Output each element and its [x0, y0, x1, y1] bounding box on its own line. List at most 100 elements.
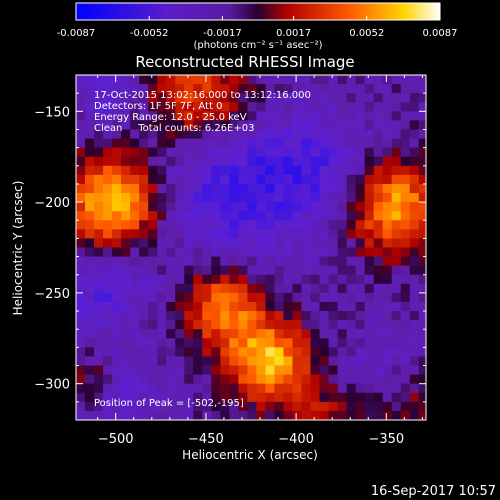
heatmap-cell — [373, 392, 384, 403]
heatmap-cell — [121, 347, 131, 358]
heatmap-cell — [337, 111, 348, 121]
heatmap-cell — [292, 247, 303, 258]
heatmap-cell — [337, 410, 348, 420]
heatmap-cell — [328, 165, 339, 176]
heatmap-cell — [400, 174, 411, 185]
heatmap-cell — [337, 274, 348, 285]
heatmap-cell — [94, 338, 104, 348]
heatmap-cell — [337, 220, 348, 230]
heatmap-cell — [121, 165, 131, 176]
heatmap-cell — [112, 274, 122, 285]
heatmap-cell — [355, 347, 366, 358]
heatmap-cell — [229, 156, 239, 167]
heatmap-cell — [328, 220, 339, 230]
heatmap-cell — [328, 383, 339, 394]
heatmap-cell — [310, 165, 321, 176]
heatmap-cell — [238, 401, 248, 412]
heatmap-cell — [292, 93, 303, 103]
heatmap-cell — [220, 220, 230, 230]
heatmap-cell — [310, 174, 321, 185]
heatmap-cell — [256, 347, 267, 358]
heatmap-cell — [85, 320, 95, 330]
heatmap-cell — [373, 410, 384, 420]
heatmap-cell — [256, 229, 267, 240]
heatmap-cell — [166, 111, 176, 121]
heatmap-cell — [283, 147, 294, 158]
heatmap-cell — [337, 174, 348, 185]
heatmap-cell — [409, 75, 420, 85]
heatmap-cell — [283, 138, 294, 149]
heatmap-cell — [211, 410, 221, 420]
heatmap-cell — [112, 156, 122, 167]
heatmap-cell — [391, 211, 402, 221]
heatmap-cell — [400, 211, 411, 221]
heatmap-cell — [220, 75, 230, 85]
heatmap-cell — [373, 365, 384, 376]
heatmap-cell — [292, 138, 303, 149]
heatmap-cell — [346, 183, 357, 194]
heatmap-cell — [373, 311, 384, 321]
heatmap-cell — [85, 138, 95, 149]
heatmap-cell — [382, 356, 393, 367]
heatmap-cell — [247, 211, 258, 221]
heatmap-cell — [202, 229, 212, 240]
heatmap-cell — [265, 229, 276, 240]
heatmap-cell — [247, 356, 258, 367]
heatmap-cell — [391, 383, 402, 394]
y-tick-label: −300 — [34, 378, 70, 393]
heatmap-cell — [148, 147, 158, 158]
heatmap-cell — [301, 356, 312, 367]
heatmap-cell — [346, 84, 357, 94]
heatmap-cell — [391, 183, 402, 194]
heatmap-cell — [274, 75, 285, 85]
heatmap-cell — [409, 193, 420, 203]
heatmap-cell — [121, 147, 131, 158]
heatmap-cell — [184, 75, 194, 85]
heatmap-cell — [85, 356, 95, 367]
heatmap-cell — [265, 392, 276, 403]
heatmap-cell — [355, 220, 366, 230]
heatmap-cell — [310, 283, 321, 294]
heatmap-cell — [400, 220, 411, 230]
heatmap-cell — [382, 247, 393, 258]
heatmap-cell — [211, 220, 221, 230]
heatmap-cell — [256, 410, 267, 420]
heatmap-cell — [418, 320, 426, 330]
heatmap-cell — [103, 75, 113, 85]
heatmap-cell — [355, 374, 366, 385]
heatmap-cell — [76, 247, 86, 258]
heatmap-cell — [112, 220, 122, 230]
heatmap-cell — [391, 229, 402, 240]
heatmap-cell — [238, 265, 248, 276]
heatmap-cell — [121, 401, 131, 412]
heatmap-cell — [202, 347, 212, 358]
heatmap-cell — [184, 193, 194, 203]
heatmap-cell — [355, 147, 366, 158]
heatmap-cell — [373, 329, 384, 339]
heatmap-cell — [202, 311, 212, 321]
heatmap-cell — [193, 138, 203, 149]
heatmap-cell — [256, 75, 267, 85]
heatmap-cell — [418, 329, 426, 339]
heatmap-cell — [400, 93, 411, 103]
heatmap-cell — [391, 338, 402, 348]
heatmap-cell — [184, 120, 194, 131]
heatmap-cell — [211, 320, 221, 330]
heatmap-cell — [301, 383, 312, 394]
heatmap-cell — [184, 401, 194, 412]
heatmap-cell — [310, 301, 321, 312]
heatmap-cell — [373, 292, 384, 303]
heatmap-cell — [220, 120, 230, 131]
heatmap-cell — [229, 374, 239, 385]
heatmap-cell — [202, 165, 212, 176]
heatmap-cell — [418, 93, 426, 103]
heatmap-cell — [283, 356, 294, 367]
heatmap-cell — [292, 129, 303, 140]
heatmap-cell — [373, 383, 384, 394]
heatmap-cell — [175, 338, 185, 348]
heatmap-cell — [310, 410, 321, 420]
heatmap-cell — [166, 365, 176, 376]
heatmap-cell — [130, 211, 140, 221]
heatmap-cell — [283, 156, 294, 167]
heatmap-cell — [391, 410, 402, 420]
